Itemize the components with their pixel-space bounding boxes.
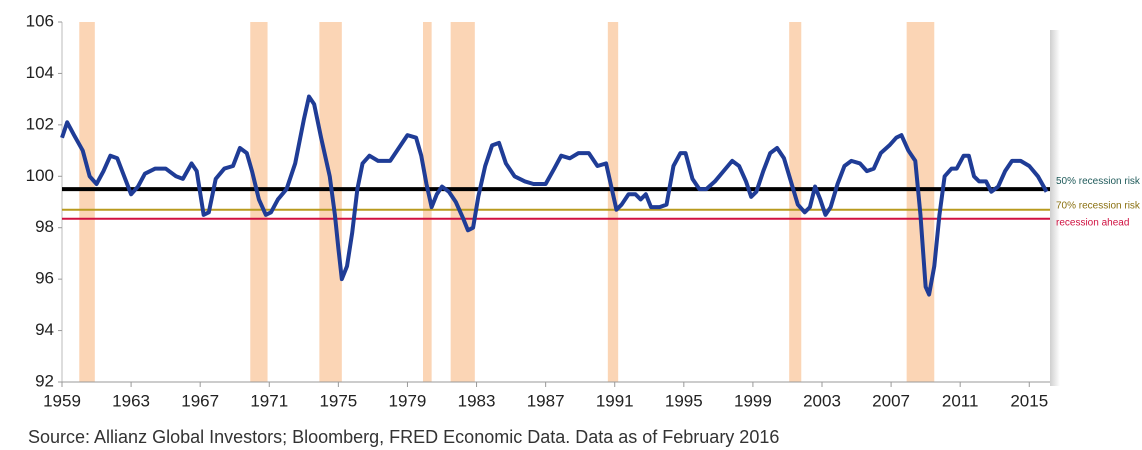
y-tick-label: 100 bbox=[26, 166, 54, 185]
y-tick-label: 98 bbox=[35, 217, 54, 236]
x-tick-label: 2011 bbox=[942, 391, 979, 410]
x-tick-label: 1971 bbox=[250, 391, 288, 410]
x-tick-label: 2003 bbox=[803, 391, 841, 410]
source: Source: Allianz Global Investors; Bloomb… bbox=[28, 427, 779, 447]
y-tick-label: 94 bbox=[35, 320, 54, 339]
x-tick-label: 2007 bbox=[872, 391, 910, 410]
reference-label: 70% recession risk bbox=[1056, 200, 1141, 211]
x-tick-label: 1979 bbox=[389, 391, 427, 410]
x-tick-label: 1991 bbox=[596, 391, 634, 410]
reference-label: recession ahead bbox=[1056, 217, 1129, 228]
recession-band bbox=[319, 22, 342, 382]
x-tick-label: 1999 bbox=[734, 391, 772, 410]
plot-area bbox=[62, 22, 1050, 382]
x-tick-label: 2015 bbox=[1010, 391, 1048, 410]
x-tick-label: 1995 bbox=[665, 391, 703, 410]
x-tick-label: 1975 bbox=[319, 391, 357, 410]
x-tick-label: 1983 bbox=[458, 391, 496, 410]
x-tick-label: 1987 bbox=[527, 391, 565, 410]
recession-band bbox=[79, 22, 95, 382]
y-tick-label: 102 bbox=[26, 114, 54, 133]
recession-band bbox=[423, 22, 432, 382]
x-tick-label: 1959 bbox=[43, 391, 81, 410]
x-tick-label: 1967 bbox=[181, 391, 219, 410]
y-tick-label: 96 bbox=[35, 269, 54, 288]
plot-shadow bbox=[1050, 30, 1060, 386]
y-tick-label: 104 bbox=[26, 63, 54, 82]
x-tick-label: 1963 bbox=[112, 391, 150, 410]
y-tick-label: 106 bbox=[26, 11, 54, 30]
y-tick-label: 92 bbox=[35, 371, 54, 390]
data-line bbox=[60, 94, 1049, 297]
reference-label: 50% recession risk bbox=[1056, 176, 1141, 187]
